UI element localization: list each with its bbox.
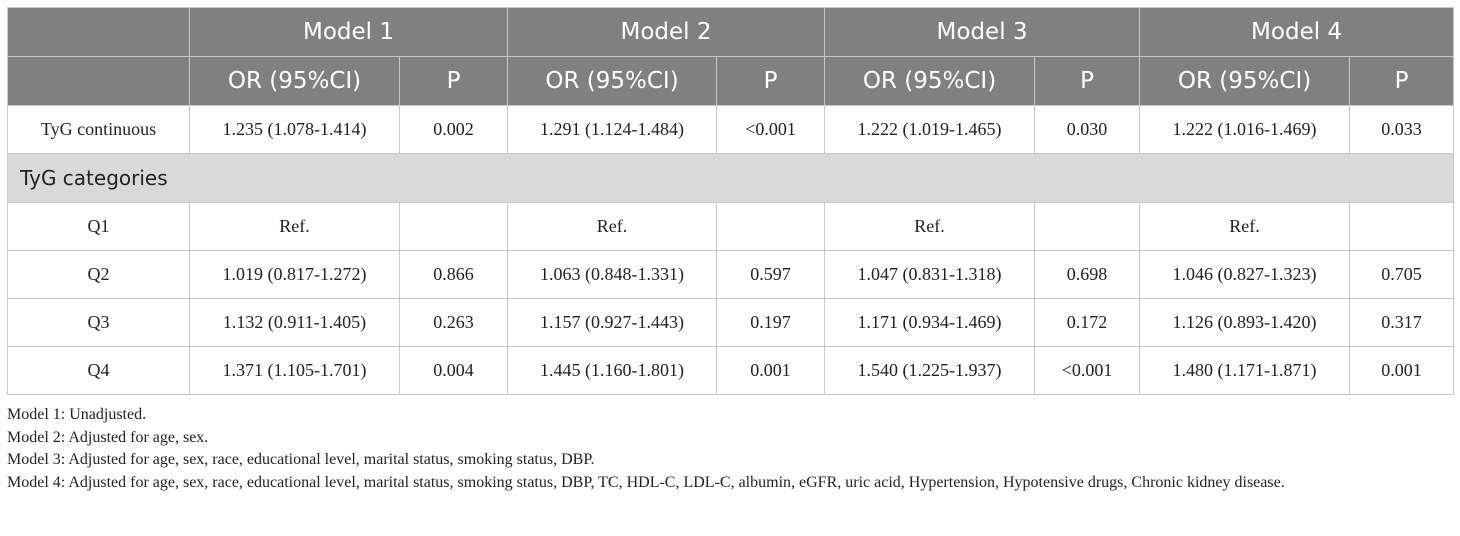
header-row-columns: OR (95%CI) P OR (95%CI) P OR (95%CI) P O…: [7, 56, 1455, 106]
cell-p: 0.698: [1034, 250, 1141, 299]
cell-or: 1.047 (0.831-1.318): [824, 250, 1036, 299]
cell-p: 0.866: [398, 250, 509, 299]
cell-p: [398, 202, 509, 251]
table-row-q3: Q3 1.132 (0.911-1.405) 0.263 1.157 (0.92…: [7, 298, 1455, 347]
header-or-1: OR (95%CI): [189, 56, 400, 106]
header-model-1: Model 1: [188, 7, 509, 57]
cell-or: 1.063 (0.848-1.331): [507, 250, 718, 299]
cell-or: 1.222 (1.016-1.469): [1139, 105, 1351, 154]
cell-or: 1.222 (1.019-1.465): [824, 105, 1036, 154]
cell-p: [1349, 202, 1455, 251]
cell-p: 0.172: [1034, 298, 1141, 347]
cell-p: 0.033: [1349, 105, 1455, 154]
cell-or: 1.540 (1.225-1.937): [824, 346, 1036, 395]
cell-p: 0.705: [1349, 250, 1455, 299]
row-label: Q1: [7, 202, 190, 251]
cell-or: 1.235 (1.078-1.414): [189, 105, 400, 154]
cell-or: 1.157 (0.927-1.443): [507, 298, 718, 347]
header-corner-sub: [7, 56, 190, 106]
cell-or: 1.171 (0.934-1.469): [824, 298, 1036, 347]
cell-p: [716, 202, 826, 251]
cell-or: Ref.: [1139, 202, 1351, 251]
cell-or: Ref.: [189, 202, 400, 251]
row-label: Q4: [7, 346, 190, 395]
footnote-model-1: Model 1: Unadjusted.: [7, 406, 147, 423]
header-p-4: P: [1349, 56, 1455, 106]
header-row-models: Model 1 Model 2 Model 3 Model 4: [7, 7, 1455, 57]
table-row-q1: Q1 Ref. Ref. Ref. Ref.: [7, 202, 1455, 251]
cell-p: 0.263: [398, 298, 509, 347]
cell-p: <0.001: [716, 105, 826, 154]
table-row-continuous: TyG continuous 1.235 (1.078-1.414) 0.002…: [7, 105, 1455, 154]
odds-ratio-table: Model 1 Model 2 Model 3 Model 4 OR (95%C…: [6, 7, 1455, 395]
cell-or: 1.132 (0.911-1.405): [189, 298, 400, 347]
cell-p: 0.197: [716, 298, 826, 347]
cell-p: 0.004: [398, 346, 509, 395]
cell-or: 1.046 (0.827-1.323): [1139, 250, 1351, 299]
header-or-2: OR (95%CI): [507, 56, 718, 106]
table-footnotes: Model 1: Unadjusted. Model 2: Adjusted f…: [7, 404, 1453, 494]
cell-p: 0.597: [716, 250, 826, 299]
cell-or: Ref.: [507, 202, 718, 251]
cell-p: 0.317: [1349, 298, 1455, 347]
cell-p: [1034, 202, 1141, 251]
cell-or: 1.291 (1.124-1.484): [507, 105, 718, 154]
cell-or: 1.126 (0.893-1.420): [1139, 298, 1351, 347]
footnote-model-4: Model 4: Adjusted for age, sex, race, ed…: [7, 473, 1285, 491]
header-p-1: P: [398, 56, 509, 106]
cell-p: 0.002: [398, 105, 509, 154]
cell-or: 1.371 (1.105-1.701): [189, 346, 400, 395]
header-model-2: Model 2: [507, 7, 826, 57]
cell-or: 1.019 (0.817-1.272): [189, 250, 400, 299]
table-row-q2: Q2 1.019 (0.817-1.272) 0.866 1.063 (0.84…: [7, 250, 1455, 299]
table-row-q4: Q4 1.371 (1.105-1.701) 0.004 1.445 (1.16…: [7, 346, 1455, 395]
cell-p: <0.001: [1034, 346, 1141, 395]
row-label: Q2: [7, 250, 190, 299]
footnote-model-2: Model 2: Adjusted for age, sex.: [7, 428, 209, 446]
header-corner: [7, 7, 190, 57]
cell-p: 0.030: [1034, 105, 1141, 154]
header-or-3: OR (95%CI): [824, 56, 1036, 106]
cell-or: Ref.: [824, 202, 1036, 251]
section-row-categories: TyG categories: [6, 153, 1455, 203]
header-or-4: OR (95%CI): [1139, 56, 1351, 106]
cell-or: 1.445 (1.160-1.801): [507, 346, 718, 395]
cell-p: 0.001: [1349, 346, 1455, 395]
footnote-model-3: Model 3: Adjusted for age, sex, race, ed…: [7, 451, 595, 468]
header-p-2: P: [716, 56, 826, 106]
results-table-container: Model 1 Model 2 Model 3 Model 4 OR (95%C…: [6, 7, 1455, 395]
section-label: TyG categories: [6, 153, 1455, 203]
row-label: TyG continuous: [7, 105, 190, 154]
header-model-4: Model 4: [1139, 7, 1455, 57]
row-label: Q3: [7, 298, 190, 347]
cell-p: 0.001: [716, 346, 826, 395]
header-p-3: P: [1034, 56, 1141, 106]
header-model-3: Model 3: [824, 7, 1141, 57]
cell-or: 1.480 (1.171-1.871): [1139, 346, 1351, 395]
